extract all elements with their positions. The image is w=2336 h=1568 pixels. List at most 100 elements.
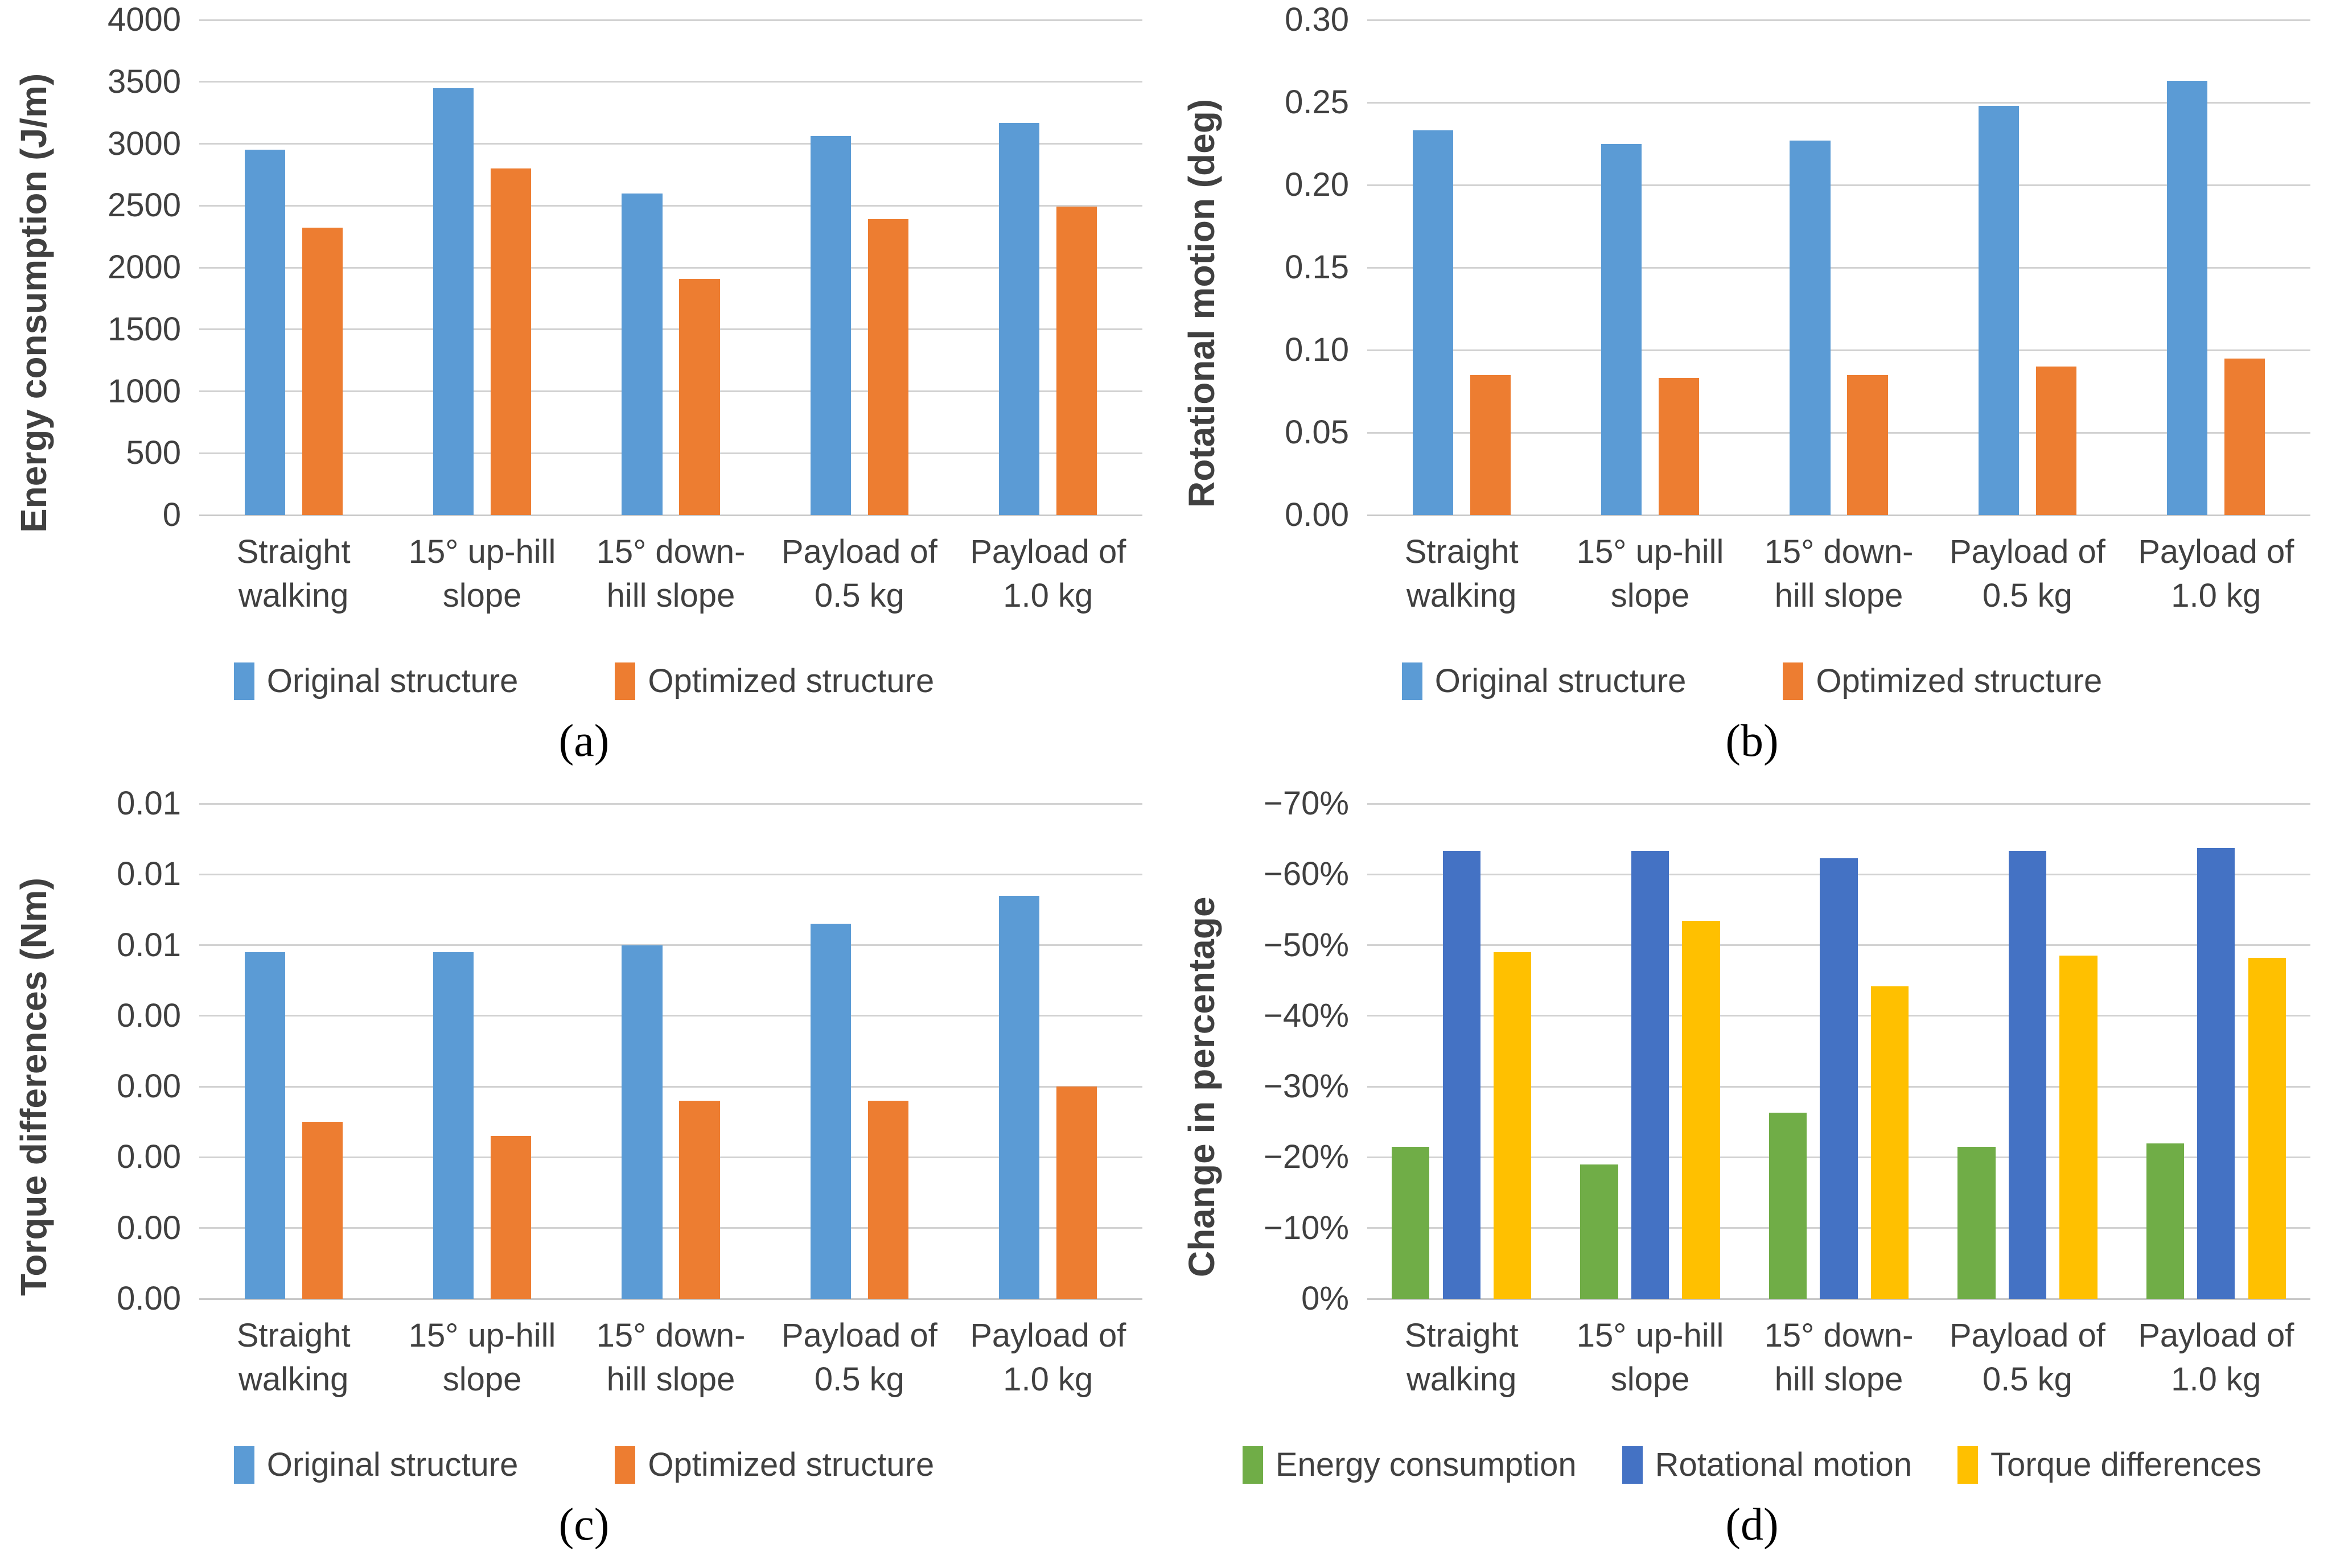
- x-category-label: Payload of 1.0 kg: [2138, 1317, 2294, 1398]
- legend-label: Optimized structure: [648, 1446, 935, 1483]
- bar-a-series1-cat2: [433, 88, 474, 515]
- bar-d-series2-cat1: [1442, 851, 1480, 1299]
- gridline: [199, 1085, 1142, 1088]
- bar-a-series2-cat1: [302, 228, 343, 515]
- plot-area: [1367, 802, 2310, 1300]
- panel-caption: (a): [558, 716, 610, 766]
- legend-swatch-icon: [615, 662, 636, 700]
- y-tick-label: 4000: [107, 1, 181, 38]
- x-category-label: 15° up-hill slope: [408, 1317, 556, 1398]
- bar-d-series1-cat2: [1580, 1164, 1618, 1299]
- panel-caption: (c): [558, 1500, 610, 1550]
- y-tick-label: 0.01: [117, 855, 181, 893]
- bar-c-series1-cat2: [433, 952, 474, 1299]
- bar-c-series2-cat4: [867, 1101, 909, 1299]
- bar-b-series2-cat4: [2035, 367, 2077, 515]
- bar-d-series3-cat2: [1682, 921, 1720, 1299]
- bar-d-series2-cat5: [2197, 848, 2235, 1299]
- gridline: [1367, 101, 2310, 104]
- bar-b-series1-cat3: [1790, 140, 1831, 515]
- bar-c-series2-cat2: [491, 1136, 532, 1299]
- x-category-label: 15° up-hill slope: [1576, 1317, 1724, 1398]
- y-tick-label: 0: [162, 496, 181, 533]
- gridline: [199, 81, 1142, 83]
- bar-b-series2-cat2: [1659, 378, 1700, 515]
- bar-d-series2-cat4: [2008, 851, 2047, 1299]
- gridline: [1367, 514, 2310, 516]
- bar-c-series1-cat5: [999, 895, 1040, 1299]
- x-category-label: 15° down- hill slope: [1764, 1317, 1914, 1398]
- gridline: [199, 143, 1142, 145]
- legend: Original structure Optimized structure: [0, 1446, 1168, 1484]
- gridline: [199, 802, 1142, 805]
- bar-a-series1-cat1: [244, 150, 285, 515]
- x-category-label: Payload of 0.5 kg: [1949, 1317, 2105, 1398]
- x-category-label: 15° up-hill slope: [1576, 533, 1724, 614]
- legend-item: Original structure: [233, 662, 518, 700]
- x-category-label: 15° down- hill slope: [596, 533, 746, 614]
- gridline: [199, 873, 1142, 875]
- bar-a-series2-cat3: [679, 278, 720, 515]
- legend-item: Rotational motion: [1622, 1446, 1912, 1484]
- x-category-label: Straight walking: [1404, 533, 1519, 614]
- y-tick-label: 0.10: [1285, 331, 1349, 368]
- legend-item: Optimized structure: [615, 662, 934, 700]
- gridline: [1367, 266, 2310, 269]
- bar-d-series3-cat1: [1494, 952, 1532, 1299]
- bar-a-series2-cat2: [491, 168, 532, 515]
- gridline: [1367, 1298, 2310, 1300]
- x-category-label: 15° down- hill slope: [596, 1317, 746, 1398]
- legend-item: Optimized structure: [1783, 662, 2102, 700]
- legend-swatch-icon: [1242, 1446, 1263, 1484]
- legend-swatch-icon: [1783, 662, 1804, 700]
- legend-label: Torque differences: [1990, 1446, 2262, 1483]
- y-tick-label: 0.01: [117, 785, 181, 822]
- y-tick-label: 0.01: [117, 926, 181, 964]
- bar-b-series2-cat3: [1847, 374, 1888, 515]
- legend-swatch-icon: [1622, 1446, 1643, 1484]
- gridline: [1367, 802, 2310, 805]
- bar-d-series1-cat4: [1957, 1146, 1996, 1299]
- legend-label: Original structure: [266, 1446, 519, 1483]
- legend: Original structure Optimized structure: [1168, 662, 2336, 700]
- gridline: [199, 328, 1142, 331]
- gridline: [199, 1298, 1142, 1300]
- panel-caption: (d): [1725, 1500, 1779, 1550]
- y-tick-label: −20%: [1264, 1138, 1349, 1176]
- y-tick-label: 0.00: [117, 1280, 181, 1317]
- bar-d-series2-cat3: [1820, 858, 1858, 1299]
- bar-a-series1-cat5: [999, 122, 1040, 515]
- bar-b-series1-cat5: [2167, 81, 2208, 515]
- chart-panel-c: Torque differences (Nm) 0.01 0.01 0.01 0.00 0…: [0, 784, 1168, 1567]
- gridline: [1367, 349, 2310, 351]
- x-category-label: Straight walking: [236, 1317, 351, 1398]
- chart-panel-b: Rotational motion (deg) 0.30 0.25 0.20 0.15 0…: [1168, 0, 2336, 784]
- bar-a-series1-cat3: [622, 193, 663, 515]
- x-category-label: 15° up-hill slope: [408, 533, 556, 614]
- bar-c-series2-cat5: [1056, 1087, 1097, 1299]
- y-tick-label: 3000: [107, 125, 181, 162]
- legend-label: Optimized structure: [648, 662, 935, 699]
- legend-swatch-icon: [233, 662, 254, 700]
- bar-c-series1-cat1: [244, 952, 285, 1299]
- bar-d-series3-cat5: [2248, 957, 2286, 1299]
- y-tick-label: 2500: [107, 187, 181, 224]
- bar-b-series1-cat4: [1978, 105, 2019, 515]
- y-tick-label: 0.00: [117, 997, 181, 1034]
- gridline: [199, 390, 1142, 392]
- y-tick-label: 3500: [107, 63, 181, 100]
- bar-d-series1-cat5: [2146, 1143, 2184, 1299]
- bar-c-series1-cat3: [622, 945, 663, 1299]
- gridline: [1367, 184, 2310, 186]
- bar-a-series1-cat4: [810, 136, 851, 515]
- y-tick-label: 1000: [107, 372, 181, 410]
- x-category-label: Payload of 0.5 kg: [781, 533, 937, 614]
- gridline: [1367, 431, 2310, 434]
- x-category-label: Payload of 1.0 kg: [970, 533, 1126, 614]
- legend-swatch-icon: [1957, 1446, 1978, 1484]
- plot-area: [199, 802, 1142, 1300]
- legend-item: Optimized structure: [615, 1446, 934, 1484]
- y-tick-label: 0.30: [1285, 1, 1349, 38]
- bar-d-series3-cat3: [1870, 986, 1909, 1299]
